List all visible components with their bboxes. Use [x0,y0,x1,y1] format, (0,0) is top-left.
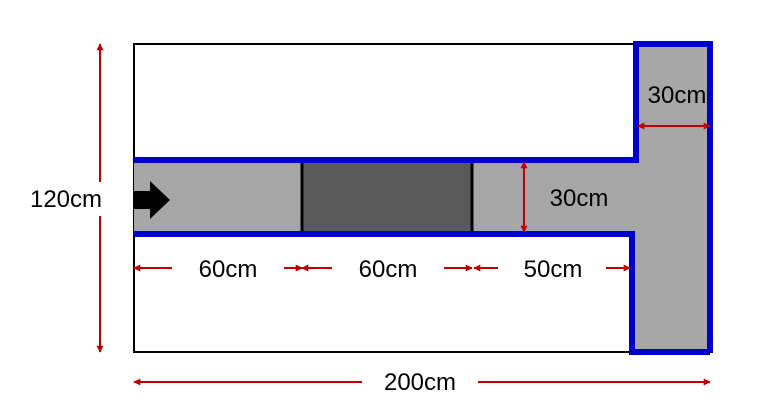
right-arrow-icon [134,181,170,219]
height-label: 120cm [30,186,102,213]
vertical-branch [634,44,710,352]
segment-1-label: 60cm [199,256,258,283]
channel-width-label: 30cm [550,185,609,212]
obstacle-block [300,158,474,236]
width-label: 200cm [384,369,456,396]
upper-wall [134,41,713,352]
segment-3-label: 50cm [524,256,583,283]
segment-2-label: 60cm [359,256,418,283]
branch-width-label: 30cm [648,82,707,109]
lower-wall [134,231,710,355]
